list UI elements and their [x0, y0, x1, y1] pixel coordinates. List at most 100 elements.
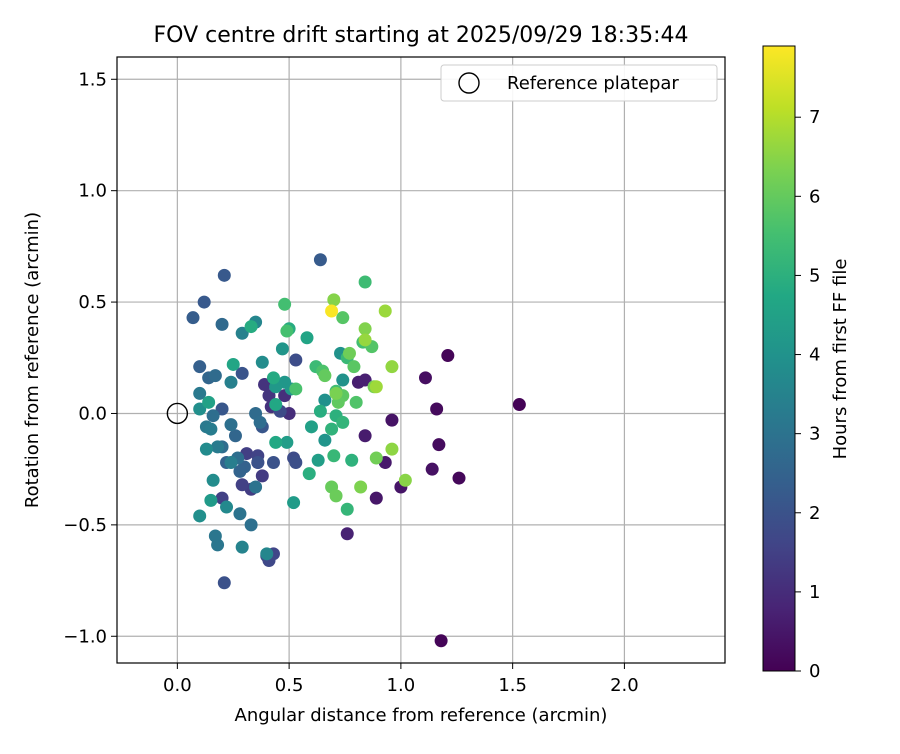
- colorbar-ticks: 0 1 2 3 4 5 6 7: [795, 107, 820, 682]
- data-point: [318, 433, 332, 447]
- data-point: [385, 360, 399, 374]
- data-point: [226, 357, 240, 371]
- data-point: [197, 295, 211, 309]
- colorbar-tick-label: 4: [809, 345, 820, 366]
- data-point: [369, 491, 383, 505]
- y-axis-label: Rotation from reference (arcmin): [22, 212, 43, 508]
- y-tick-label: 0.0: [78, 403, 107, 424]
- colorbar-label: Hours from first FF file: [830, 259, 851, 460]
- data-point: [258, 378, 272, 392]
- data-point: [193, 509, 207, 523]
- data-point: [325, 422, 339, 436]
- plot-frame: [116, 56, 726, 664]
- data-point: [369, 380, 383, 394]
- data-point: [378, 304, 392, 318]
- data-point: [217, 576, 231, 590]
- reference-platepar-marker: [166, 402, 189, 425]
- data-point: [342, 346, 356, 360]
- data-point: [249, 480, 263, 494]
- data-point: [287, 496, 301, 510]
- legend-marker-open-circle: [458, 72, 480, 94]
- data-point: [329, 489, 343, 503]
- data-point: [208, 369, 222, 383]
- data-point: [193, 402, 207, 416]
- data-point: [269, 398, 283, 412]
- data-point: [336, 311, 350, 325]
- data-point: [425, 462, 439, 476]
- data-point: [358, 373, 372, 387]
- data-point: [430, 402, 444, 416]
- data-point: [349, 395, 363, 409]
- y-tick-label: 0.5: [78, 292, 107, 313]
- data-point: [255, 355, 269, 369]
- data-point: [327, 293, 341, 307]
- data-point: [186, 311, 200, 325]
- data-point: [369, 451, 383, 465]
- data-point: [266, 455, 280, 469]
- data-point: [432, 438, 446, 452]
- data-point: [211, 440, 225, 454]
- legend: Reference platepar: [440, 64, 718, 102]
- data-point: [251, 455, 265, 469]
- colorbar-tick-label: 3: [809, 424, 820, 445]
- data-point: [304, 420, 318, 434]
- data-point: [215, 317, 229, 331]
- reference-marker: [166, 402, 189, 425]
- data-point: [204, 422, 218, 436]
- data-point: [336, 415, 350, 429]
- data-point: [311, 453, 325, 467]
- data-point: [235, 540, 249, 554]
- data-point: [262, 389, 276, 403]
- colorbar-tick-label: 5: [809, 265, 820, 286]
- data-point: [206, 473, 220, 487]
- data-point: [345, 453, 359, 467]
- data-point: [358, 429, 372, 443]
- data-point: [235, 366, 249, 380]
- chart-title: FOV centre drift starting at 2025/09/29 …: [154, 23, 689, 48]
- y-tick-label: −0.5: [63, 515, 107, 536]
- y-tick-label: 1.5: [78, 69, 107, 90]
- data-point: [253, 415, 267, 429]
- x-tick-label: 1.5: [498, 675, 527, 696]
- data-point: [398, 473, 412, 487]
- data-point: [340, 502, 354, 516]
- data-point: [217, 268, 231, 282]
- data-point: [318, 369, 332, 383]
- data-point: [434, 634, 448, 648]
- data-point: [224, 375, 238, 389]
- data-point: [385, 442, 399, 456]
- data-point: [313, 404, 327, 418]
- data-point: [193, 360, 207, 374]
- data-point: [358, 333, 372, 347]
- data-point: [327, 449, 341, 463]
- y-tick-label: 1.0: [78, 181, 107, 202]
- data-point: [278, 297, 292, 311]
- data-point: [193, 386, 207, 400]
- colorbar-tick-label: 1: [809, 582, 820, 603]
- colorbar-gradient: [762, 45, 796, 672]
- x-axis-ticks: 0.0 0.5 1.0 1.5 2.0: [163, 663, 639, 696]
- data-point: [199, 442, 213, 456]
- data-point: [289, 353, 303, 367]
- scatter-points: [186, 253, 526, 648]
- data-point: [336, 373, 350, 387]
- colorbar-tick-label: 2: [809, 503, 820, 524]
- data-point: [208, 529, 222, 543]
- data-point: [452, 471, 466, 485]
- data-point: [224, 418, 238, 432]
- x-tick-label: 0.0: [163, 675, 192, 696]
- data-point: [358, 322, 372, 336]
- data-point: [318, 393, 332, 407]
- data-point: [235, 478, 249, 492]
- colorbar-tick-label: 0: [809, 661, 820, 682]
- data-point: [266, 371, 280, 385]
- y-axis-ticks: −1.0 −0.5 0.0 0.5 1.0 1.5: [63, 69, 117, 647]
- x-tick-label: 1.0: [387, 675, 416, 696]
- data-point: [289, 382, 303, 396]
- data-point: [244, 518, 258, 532]
- data-point: [385, 413, 399, 427]
- data-point: [302, 467, 316, 481]
- data-point: [224, 455, 238, 469]
